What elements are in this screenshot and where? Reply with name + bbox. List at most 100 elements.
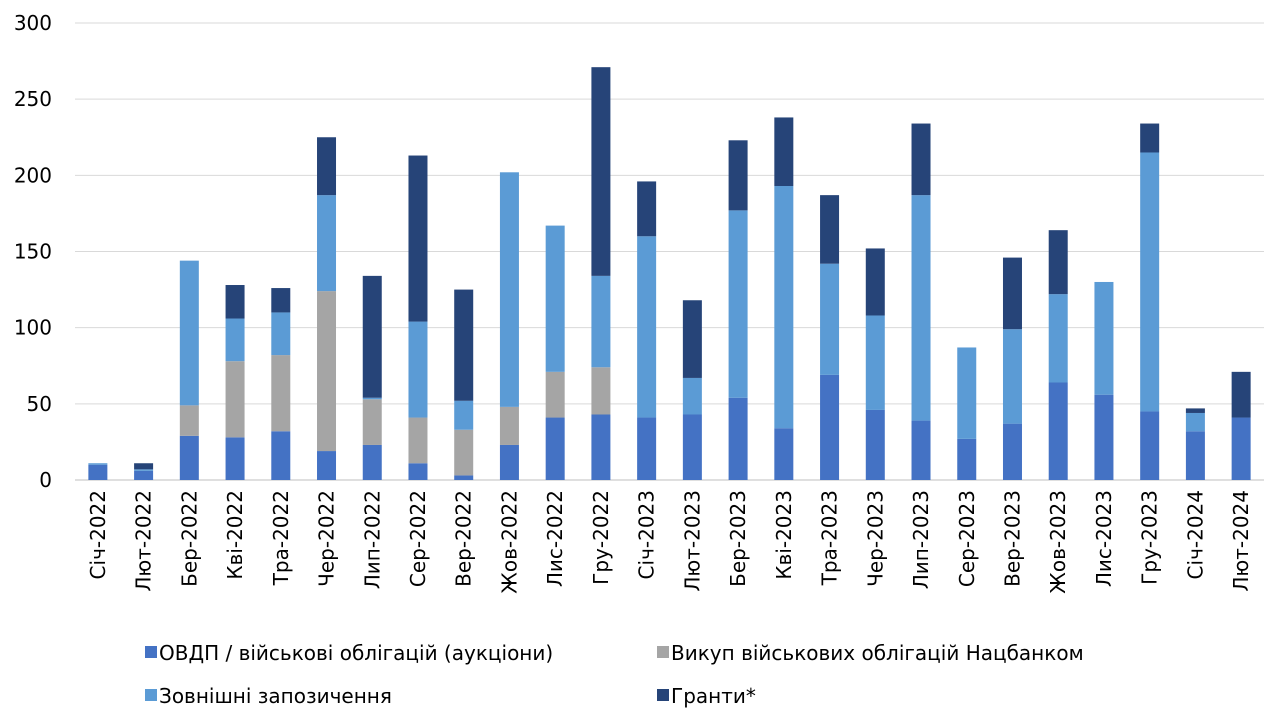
bar-segment	[271, 355, 291, 432]
bar-segment	[682, 377, 702, 415]
bar-segment	[957, 438, 977, 480]
bar-segment	[1140, 152, 1160, 412]
bar-segment	[1185, 408, 1205, 413]
x-tick-label: Сер-2023	[955, 490, 979, 587]
bar-segment	[911, 195, 931, 421]
x-tick-label: Січ-2022	[86, 490, 110, 579]
bar-segment	[728, 140, 748, 211]
bar-segment	[728, 397, 748, 480]
bar-segment	[408, 417, 428, 464]
bar-segment	[1048, 230, 1068, 295]
legend-swatch	[145, 646, 157, 658]
bar-segment	[179, 260, 199, 406]
bar-segment	[317, 451, 337, 480]
bar-segment	[1002, 329, 1022, 424]
bar-segment	[682, 414, 702, 480]
bar-segment	[774, 428, 794, 480]
bar-segment	[774, 185, 794, 429]
x-tick-label: Лис-2022	[543, 490, 567, 587]
bar-segment	[865, 409, 885, 480]
y-tick-label: 300	[14, 11, 52, 35]
legend-label: Зовнішні запозичення	[159, 684, 392, 708]
bar-segment	[591, 414, 611, 480]
bar-segment	[865, 248, 885, 316]
y-tick-label: 50	[27, 392, 52, 416]
x-tick-label: Вер-2023	[1000, 490, 1024, 587]
x-tick-label: Чер-2022	[315, 490, 339, 587]
bar-segment	[682, 300, 702, 378]
bar-segment	[728, 210, 748, 398]
bar-segment	[1002, 257, 1022, 330]
bar-segment	[317, 137, 337, 196]
bar-segment	[911, 123, 931, 196]
bar-segment	[88, 464, 108, 480]
y-tick-label: 150	[14, 240, 52, 264]
bar-segment	[225, 361, 245, 438]
bar-segment	[179, 405, 199, 436]
x-tick-label: Чер-2023	[863, 490, 887, 587]
bar-segment	[454, 475, 474, 480]
bar-segment	[1185, 431, 1205, 480]
bar-segment	[1231, 371, 1251, 418]
bar-segment	[408, 463, 428, 480]
x-tick-label: Лют-2022	[132, 490, 156, 592]
y-tick-label: 200	[14, 163, 52, 187]
x-tick-label: Вер-2022	[452, 490, 476, 587]
bar-segment	[499, 444, 519, 480]
bar-segment	[408, 155, 428, 322]
bar-segment	[225, 318, 245, 362]
x-tick-label: Гру-2023	[1138, 490, 1162, 585]
bar-segment	[1140, 411, 1160, 480]
bar-segment	[820, 263, 840, 375]
bar-segment	[1048, 382, 1068, 480]
bar-segment	[591, 275, 611, 368]
x-tick-label: Лип-2022	[360, 490, 384, 589]
x-tick-label: Тра-2023	[818, 490, 842, 586]
bar-segment	[88, 463, 108, 465]
bar-segment	[179, 435, 199, 480]
bar-segment	[637, 417, 657, 480]
bar-segment	[317, 195, 337, 292]
legend-label: Викуп військових облігацій Нацбанком	[671, 641, 1084, 665]
bar-segment	[591, 67, 611, 276]
x-tick-label: Гру-2022	[589, 490, 613, 585]
bar-segment	[820, 374, 840, 480]
bar-segment	[317, 291, 337, 452]
legend-label: Гранти*	[671, 684, 756, 708]
bar-segment	[1094, 394, 1114, 480]
bar-segment	[362, 275, 382, 398]
bar-segment	[1002, 423, 1022, 480]
legend-swatch	[657, 689, 669, 701]
bar-segment	[454, 400, 474, 430]
bar-segment	[865, 315, 885, 410]
bar-segment	[1094, 281, 1114, 395]
bar-segment	[454, 289, 474, 401]
x-tick-label: Жов-2023	[1046, 490, 1070, 594]
bar-segment	[1140, 123, 1160, 153]
bar-segment	[362, 397, 382, 400]
bar-segment	[499, 172, 519, 407]
bar-segment	[637, 236, 657, 418]
bar-segment	[134, 469, 154, 471]
x-tick-label: Лип-2023	[909, 490, 933, 589]
x-tick-label: Бер-2022	[177, 490, 201, 587]
bar-segment	[225, 285, 245, 319]
bar-segment	[545, 371, 565, 418]
bar-segment	[911, 420, 931, 480]
bar-segment	[545, 417, 565, 480]
bar-segment	[134, 463, 154, 470]
bar-segment	[1048, 294, 1068, 383]
bar-segment	[134, 470, 154, 480]
x-tick-label: Кві-2023	[772, 490, 796, 580]
x-tick-label: Січ-2024	[1183, 490, 1207, 579]
bar-segment	[362, 399, 382, 445]
bar-segment	[408, 321, 428, 418]
x-tick-label: Лис-2023	[1092, 490, 1116, 587]
bar-segment	[774, 117, 794, 186]
bar-segment	[362, 444, 382, 480]
x-tick-label: Сер-2022	[406, 490, 430, 587]
bar-segment	[1185, 412, 1205, 432]
bar-segment	[957, 347, 977, 439]
x-tick-label: Жов-2022	[497, 490, 521, 594]
